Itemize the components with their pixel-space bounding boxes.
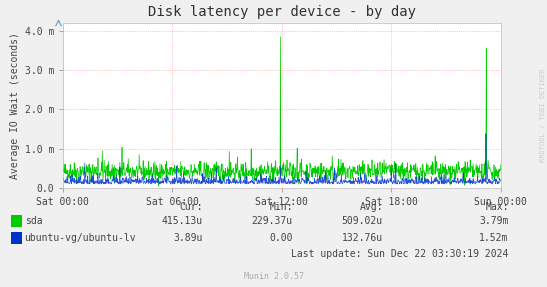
Text: Cur:: Cur: — [179, 202, 202, 212]
Text: Last update: Sun Dec 22 03:30:19 2024: Last update: Sun Dec 22 03:30:19 2024 — [292, 249, 509, 259]
Text: 1.52m: 1.52m — [479, 233, 509, 243]
Title: Disk latency per device - by day: Disk latency per device - by day — [148, 5, 416, 19]
Text: 509.02u: 509.02u — [342, 216, 383, 226]
Text: 3.89u: 3.89u — [173, 233, 202, 243]
Y-axis label: Average IO Wait (seconds): Average IO Wait (seconds) — [10, 32, 20, 179]
Text: 229.37u: 229.37u — [252, 216, 293, 226]
Text: 132.76u: 132.76u — [342, 233, 383, 243]
Text: RRDTOOL / TOBI OETIKER: RRDTOOL / TOBI OETIKER — [540, 68, 546, 162]
Text: Munin 2.0.57: Munin 2.0.57 — [243, 272, 304, 282]
Text: 0.00: 0.00 — [269, 233, 293, 243]
Text: ubuntu-vg/ubuntu-lv: ubuntu-vg/ubuntu-lv — [25, 233, 136, 243]
Text: Min:: Min: — [269, 202, 293, 212]
Text: 3.79m: 3.79m — [479, 216, 509, 226]
Text: sda: sda — [25, 216, 42, 226]
Text: Avg:: Avg: — [359, 202, 383, 212]
Text: Max:: Max: — [485, 202, 509, 212]
Text: 415.13u: 415.13u — [161, 216, 202, 226]
